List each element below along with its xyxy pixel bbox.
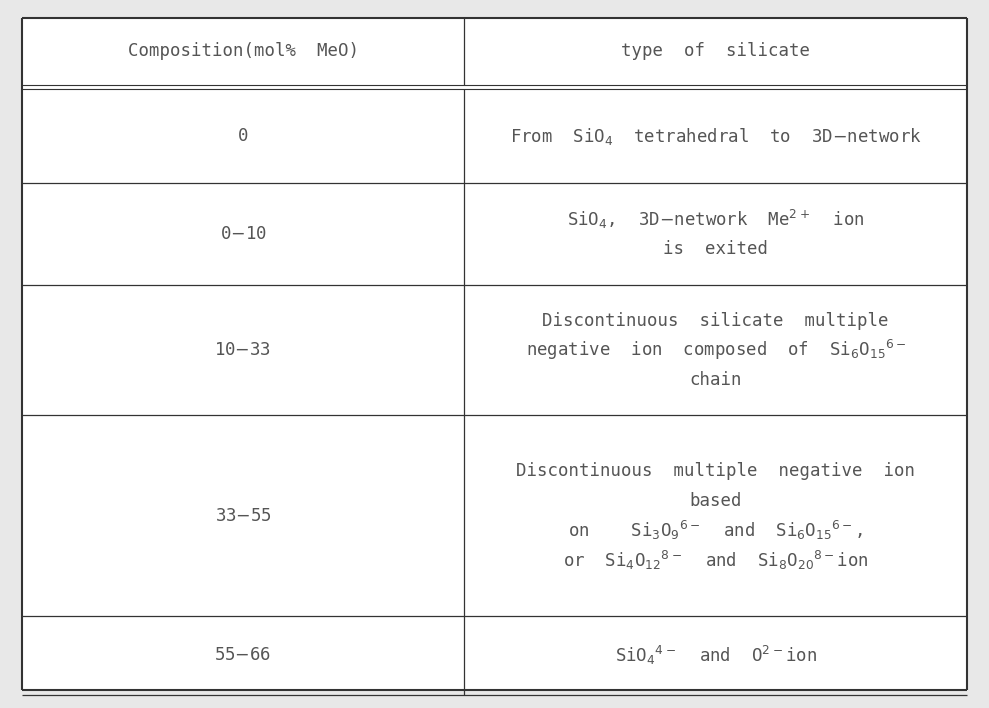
Text: chain: chain: [689, 371, 742, 389]
Text: or  Si$_4$O$_{12}$$^{8-}$  and  Si$_8$O$_{20}$$^{8-}$ion: or Si$_4$O$_{12}$$^{8-}$ and Si$_8$O$_{2…: [563, 549, 868, 572]
Text: SiO$_4$$^{4-}$  and  O$^{2-}$ion: SiO$_4$$^{4-}$ and O$^{2-}$ion: [615, 644, 817, 667]
Text: From  SiO$_4$  tetrahedral  to  3D$-$network: From SiO$_4$ tetrahedral to 3D$-$network: [510, 125, 922, 147]
Text: 0$-$10: 0$-$10: [220, 225, 266, 244]
Text: 33$-$55: 33$-$55: [215, 507, 272, 525]
Text: Discontinuous  multiple  negative  ion: Discontinuous multiple negative ion: [516, 462, 915, 480]
Text: is  exited: is exited: [664, 240, 768, 258]
Text: based: based: [689, 492, 742, 510]
Text: on    Si$_3$O$_9$$^{6-}$  and  Si$_6$O$_{15}$$^{6-}$,: on Si$_3$O$_9$$^{6-}$ and Si$_6$O$_{15}$…: [568, 519, 863, 542]
Text: 10$-$33: 10$-$33: [215, 341, 272, 360]
Text: Composition(mol%  MeO): Composition(mol% MeO): [128, 42, 358, 60]
Text: type  of  silicate: type of silicate: [621, 42, 810, 60]
Text: 0: 0: [237, 127, 248, 145]
Text: negative  ion  composed  of  Si$_6$O$_{15}$$^{6-}$: negative ion composed of Si$_6$O$_{15}$$…: [525, 338, 906, 362]
Text: SiO$_4$,  3D$-$network  Me$^{2+}$  ion: SiO$_4$, 3D$-$network Me$^{2+}$ ion: [567, 208, 864, 231]
Text: Discontinuous  silicate  multiple: Discontinuous silicate multiple: [543, 312, 889, 330]
Text: 55$-$66: 55$-$66: [215, 646, 272, 664]
